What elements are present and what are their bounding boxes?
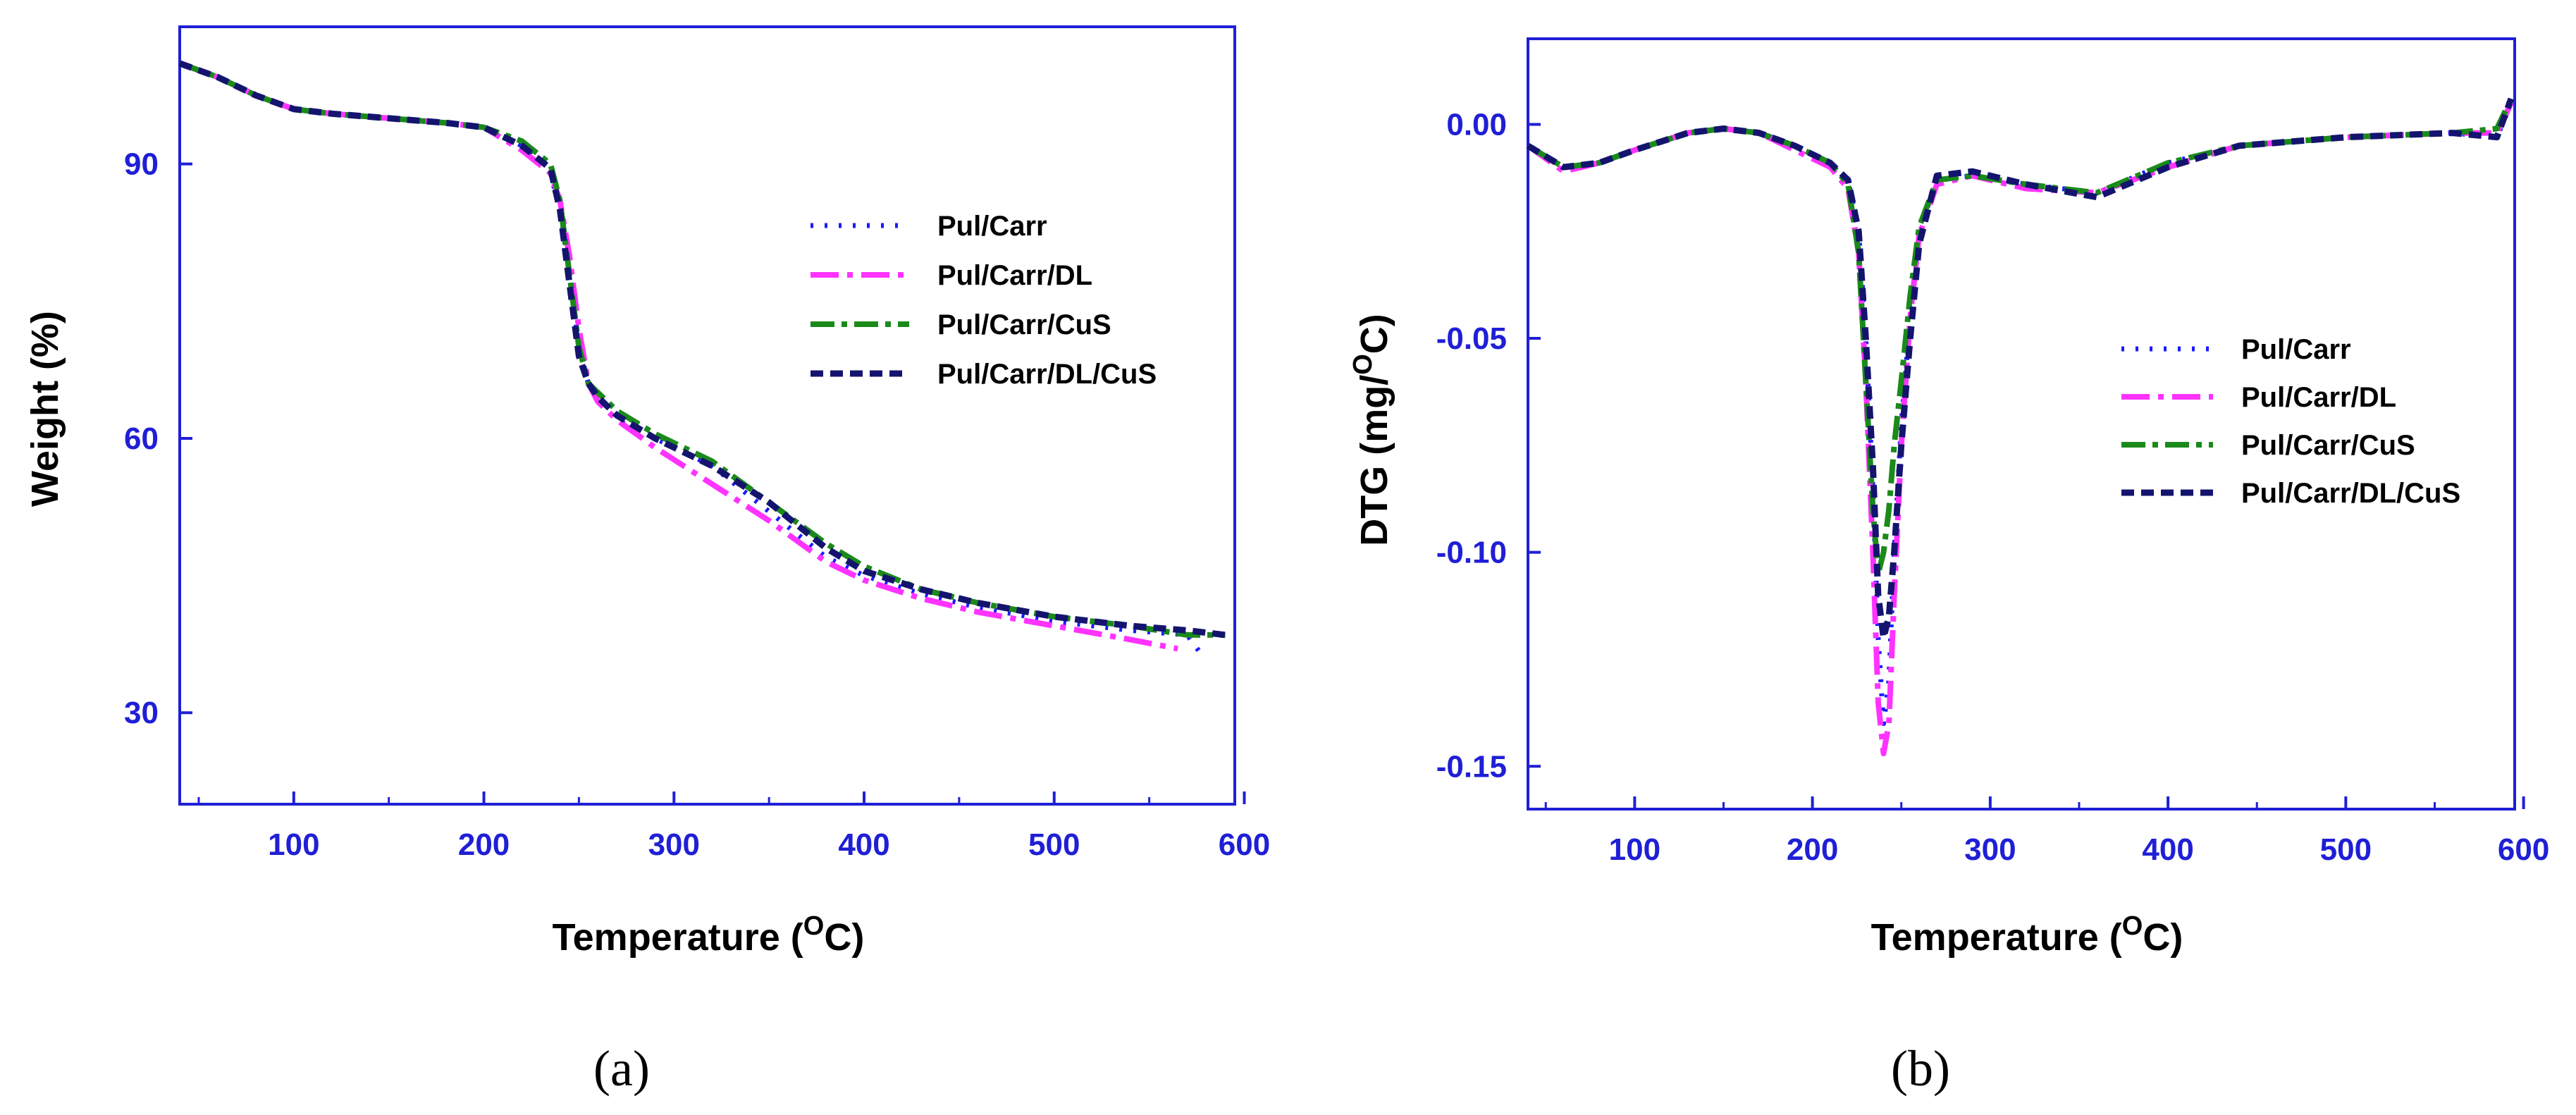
series-line-pul-carr-dl	[178, 61, 1178, 652]
legend-b: Pul/Carr Pul/Carr/DL Pul/Carr/CuS Pul/Carr/…	[2121, 334, 2460, 509]
y-ticks-a: 30 60 90	[124, 147, 192, 730]
series-group-b	[1526, 97, 2515, 757]
series-line-pul-carr-dl-cus	[1526, 97, 2515, 641]
legend-label: Pul/Carr	[937, 211, 1047, 242]
series-line-pul-carr	[1527, 101, 2514, 727]
x-tick-label: 400	[2142, 832, 2193, 867]
y-tick-label: 90	[124, 147, 159, 182]
y-tick-label: 0.00	[1446, 107, 1507, 142]
y-axis-title-a: Weight (%)	[24, 311, 66, 507]
legend-label: Pul/Carr/CuS	[937, 309, 1111, 340]
x-tick-label: 600	[2498, 832, 2549, 867]
x-tick-label: 300	[1964, 832, 2016, 867]
plot-frame-a	[178, 25, 1236, 806]
y-tick-label: -0.10	[1436, 536, 1507, 570]
x-tick-label: 500	[1028, 827, 1080, 862]
x-tick-label: 400	[838, 827, 889, 862]
x-tick-label: 200	[1787, 832, 1838, 867]
x-tick-label: 100	[268, 827, 319, 862]
panel-label-a: (a)	[593, 1040, 650, 1097]
legend-label: Pul/Carr/CuS	[2241, 430, 2415, 461]
x-tick-label: 300	[648, 827, 700, 862]
y-tick-label: 60	[124, 421, 159, 456]
y-tick-label: -0.05	[1436, 321, 1507, 356]
x-tick-label: 200	[458, 827, 510, 862]
legend-a: Pul/Carr Pul/Carr/DL Pul/Carr/CuS Pul/Carr/…	[811, 211, 1157, 390]
series-line-pul-carr-dl-cus	[178, 60, 1226, 639]
x-tick-label: 100	[1609, 832, 1660, 867]
series-group-a	[178, 60, 1226, 655]
legend-label: Pul/Carr/DL	[937, 260, 1092, 291]
y-ticks-b: 0.00 -0.05 -0.10 -0.15	[1436, 107, 1541, 784]
series-line-pul-carr-dl	[1526, 101, 2514, 757]
panel-label-b: (b)	[1891, 1040, 1950, 1097]
y-axis-title-b: DTG (mg/OC)	[1348, 314, 1395, 546]
legend-label: Pul/Carr/DL	[2241, 382, 2396, 413]
plot-frame-b	[1527, 37, 2516, 811]
y-tick-label: 30	[124, 696, 159, 730]
x-axis-title-b: Temperature (OC)	[1871, 911, 2183, 959]
legend-label: Pul/Carr/DL/CuS	[937, 359, 1157, 390]
x-tick-label: 600	[1219, 827, 1270, 862]
x-tick-label: 500	[2320, 832, 2372, 867]
dtg-chart: 100 200 300 400 500 600 0.00 -0.05 -0.10 -0.15 P…	[1348, 37, 2549, 1097]
legend-label: Pul/Carr	[2241, 334, 2351, 365]
x-ticks-a: 100 200 300 400 500 600	[197, 791, 1270, 862]
x-ticks-b: 100 200 300 400 500 600	[1544, 796, 2549, 867]
series-line-pul-carr-cus	[1526, 97, 2514, 577]
x-axis-title-a: Temperature (OC)	[553, 911, 865, 959]
series-line-pul-carr-cus	[178, 61, 1226, 638]
y-tick-label: -0.15	[1436, 749, 1507, 784]
legend-label: Pul/Carr/DL/CuS	[2241, 478, 2460, 509]
